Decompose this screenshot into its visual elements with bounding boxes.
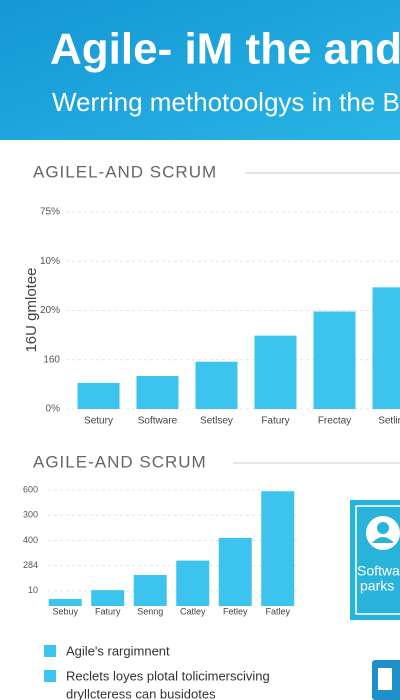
y-axis-label: 16U gmlotee (23, 267, 40, 352)
card-text: parks (360, 578, 394, 594)
chart-title: AGILE-AND SCRUM (33, 452, 207, 471)
legend-swatch (44, 645, 56, 657)
x-tick-label: Fatury (261, 416, 289, 427)
legend-text: Reclets loyes plotal tolicimersciving (66, 668, 270, 683)
info-card: Softwa parks (350, 500, 400, 620)
legend-text: dryllcteress can busidotes (66, 686, 216, 700)
bar (136, 376, 179, 409)
bar (176, 560, 210, 606)
corner-icon-part (378, 668, 392, 690)
card-icon-head (377, 522, 389, 534)
y-tick-label: 300 (23, 510, 38, 520)
header-subtitle: Werring methotoolgys in the B (52, 87, 400, 117)
x-tick-label: Fatury (95, 606, 121, 616)
x-tick-label: Software (138, 416, 178, 427)
y-tick-label: 10% (40, 256, 60, 267)
y-tick-label: 160 (43, 354, 60, 365)
bar (77, 382, 120, 409)
x-tick-label: Catley (180, 606, 206, 616)
card-frame (355, 505, 400, 615)
x-tick-label: Fatley (265, 606, 290, 616)
bar (48, 598, 82, 606)
bar (195, 361, 238, 409)
bar (133, 574, 167, 606)
bar (218, 537, 252, 606)
bar (254, 335, 297, 409)
bar (313, 311, 356, 409)
header-band (0, 0, 400, 140)
bar (372, 287, 400, 409)
card-text: Softwa (357, 563, 400, 579)
x-tick-label: Setling (378, 416, 400, 427)
y-tick-label: 10 (28, 585, 38, 595)
chart-2: AGILE-AND SCRUM 10 284 400 300 600 Sebuy Fatur… (23, 452, 400, 616)
x-tick-label: Sebuy (52, 606, 78, 616)
chart-1: AGILEL-AND SCRUM 16U gmlotee 0% 160 20% 10%… (23, 162, 400, 427)
x-tick-label: Setlsey (200, 416, 233, 427)
x-tick-label: Fetley (223, 606, 248, 616)
y-tick-label: 600 (23, 484, 38, 494)
y-tick-label: 284 (23, 560, 38, 570)
legend: Agile's rargimnent Reclets loyes plotal … (44, 643, 400, 700)
x-tick-label: Frectay (318, 416, 351, 427)
legend-swatch (44, 670, 56, 682)
x-tick-label: Senng (137, 606, 163, 616)
x-tick-label: Setury (84, 416, 113, 427)
y-tick-label: 75% (40, 207, 60, 218)
y-tick-label: 0% (46, 404, 61, 415)
card-icon-body (372, 537, 394, 543)
legend-text: Agile's rargimnent (66, 643, 170, 658)
y-tick-label: 400 (23, 535, 38, 545)
y-tick-label: 20% (40, 305, 60, 316)
bar (261, 491, 295, 606)
chart-title: AGILEL-AND SCRUM (33, 162, 217, 181)
bar (91, 590, 125, 606)
header-title: Agile- iM the and (50, 25, 400, 74)
